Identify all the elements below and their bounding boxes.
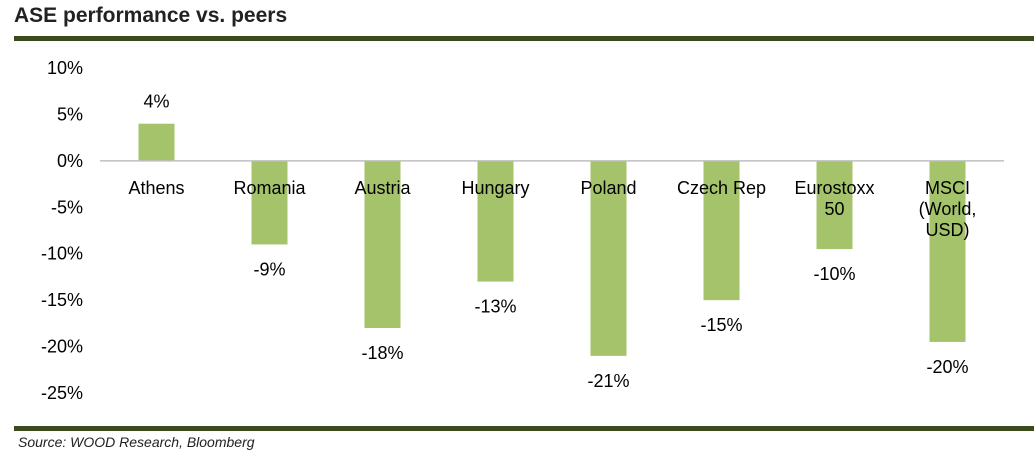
- y-tick-label: -20%: [41, 337, 83, 357]
- category-label: Romania: [233, 178, 306, 198]
- bar: [138, 123, 175, 161]
- category-label: USD): [926, 220, 970, 240]
- data-labels: 4% -9% -18% -13% -21% -15% -10% -20%: [143, 92, 968, 391]
- category-label: Poland: [580, 178, 636, 198]
- y-tick-label: -25%: [41, 383, 83, 403]
- data-label: -13%: [474, 297, 516, 317]
- category-labels: Athens Romania Austria Hungary Poland Czech R…: [128, 178, 976, 240]
- bar: [703, 160, 740, 301]
- bar: [929, 160, 966, 342]
- y-tick-label: 10%: [47, 58, 83, 78]
- category-label: MSCI: [925, 178, 970, 198]
- y-tick-label: -5%: [51, 197, 83, 217]
- category-label: Eurostoxx: [794, 178, 874, 198]
- y-axis: 10% 5% 0% -5% -10% -15% -20% -25%: [41, 58, 83, 403]
- data-label: -10%: [813, 264, 855, 284]
- category-label: Czech Rep: [677, 178, 766, 198]
- bar: [251, 160, 288, 245]
- bottom-rule: [14, 426, 1034, 431]
- data-label: -15%: [700, 315, 742, 335]
- data-label: -18%: [361, 343, 403, 363]
- bar: [590, 160, 627, 356]
- y-tick-label: -10%: [41, 244, 83, 264]
- chart-title: ASE performance vs. peers: [14, 4, 288, 27]
- data-label: 4%: [143, 92, 169, 112]
- source-note: Source: WOOD Research, Bloomberg: [18, 434, 255, 450]
- category-label: (World,: [919, 199, 977, 219]
- bar: [477, 160, 514, 282]
- y-tick-label: -15%: [41, 290, 83, 310]
- data-label: -9%: [253, 259, 285, 279]
- category-label: 50: [824, 199, 844, 219]
- bars: [138, 123, 966, 356]
- category-label: Athens: [128, 178, 184, 198]
- y-tick-label: 5%: [57, 104, 83, 124]
- y-tick-label: 0%: [57, 151, 83, 171]
- bar: [364, 160, 401, 328]
- data-label: -20%: [926, 357, 968, 377]
- data-label: -21%: [587, 371, 629, 391]
- category-label: Hungary: [461, 178, 529, 198]
- bar: [816, 160, 853, 250]
- top-rule: [14, 36, 1034, 41]
- category-label: Austria: [354, 178, 411, 198]
